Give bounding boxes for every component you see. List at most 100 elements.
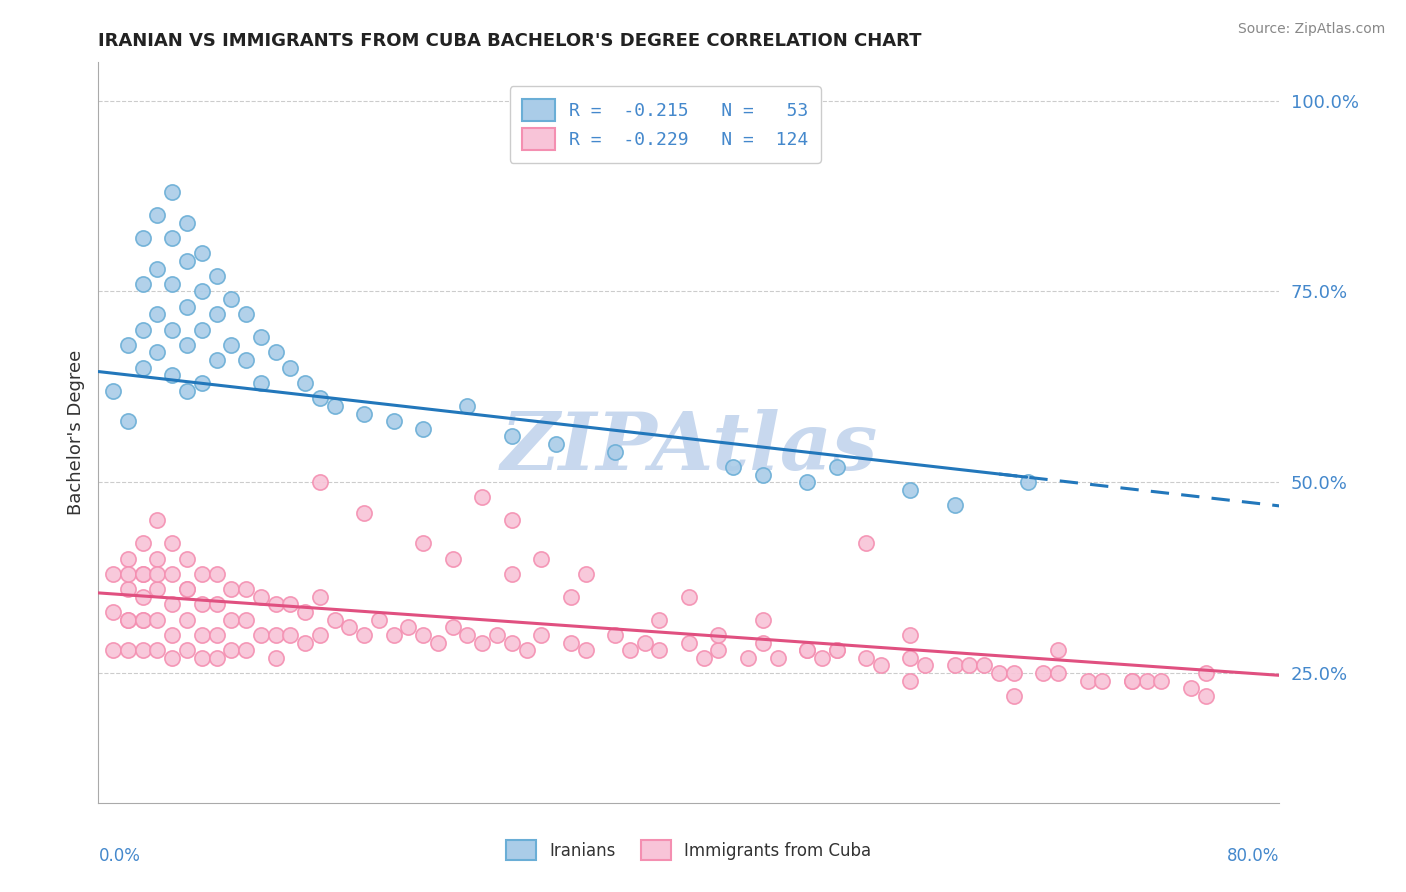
Point [280, 598, 302, 612]
Point [943, 498, 966, 512]
Point [294, 605, 316, 619]
Point [250, 590, 273, 604]
Point [605, 628, 627, 642]
Point [132, 277, 155, 291]
Point [162, 650, 183, 665]
Point [103, 643, 125, 657]
Point [176, 338, 198, 352]
Point [176, 582, 198, 596]
Point [723, 460, 745, 475]
Point [176, 643, 198, 657]
Point [162, 628, 183, 642]
Point [560, 590, 582, 604]
Point [117, 338, 139, 352]
Point [176, 384, 198, 398]
Point [117, 582, 139, 596]
Point [205, 628, 228, 642]
Point [191, 566, 214, 581]
Point [117, 613, 139, 627]
Point [176, 216, 198, 230]
Point [309, 590, 332, 604]
Point [870, 658, 893, 673]
Point [146, 582, 169, 596]
Point [132, 566, 155, 581]
Point [560, 635, 582, 649]
Point [221, 643, 243, 657]
Point [752, 613, 775, 627]
Point [486, 628, 509, 642]
Point [176, 253, 198, 268]
Point [693, 650, 716, 665]
Point [323, 399, 346, 413]
Point [382, 628, 405, 642]
Point [1121, 673, 1143, 688]
Text: ZIPAtlas: ZIPAtlas [501, 409, 877, 486]
Point [146, 551, 169, 566]
Point [162, 566, 183, 581]
Point [1091, 673, 1114, 688]
Point [546, 437, 568, 451]
Point [117, 551, 139, 566]
Point [191, 598, 214, 612]
Point [264, 345, 287, 359]
Point [648, 643, 671, 657]
Point [501, 513, 523, 527]
Point [516, 643, 538, 657]
Point [132, 322, 155, 336]
Point [707, 628, 730, 642]
Point [146, 643, 169, 657]
Point [235, 582, 257, 596]
Point [1077, 673, 1099, 688]
Point [162, 277, 183, 291]
Point [678, 635, 700, 649]
Point [191, 322, 214, 336]
Point [353, 628, 375, 642]
Point [132, 360, 155, 375]
Point [796, 643, 818, 657]
Point [412, 628, 434, 642]
Point [1195, 666, 1218, 681]
Text: Source: ZipAtlas.com: Source: ZipAtlas.com [1237, 22, 1385, 37]
Point [441, 620, 464, 634]
Point [1046, 666, 1070, 681]
Point [117, 414, 139, 428]
Point [103, 566, 125, 581]
Point [900, 650, 922, 665]
Point [900, 673, 922, 688]
Point [264, 650, 287, 665]
Point [353, 506, 375, 520]
Point [855, 536, 877, 550]
Point [471, 635, 494, 649]
Point [1046, 643, 1070, 657]
Point [176, 300, 198, 314]
Point [162, 368, 183, 383]
Point [205, 353, 228, 368]
Point [605, 444, 627, 458]
Point [1018, 475, 1040, 490]
Point [235, 307, 257, 321]
Point [205, 650, 228, 665]
Point [235, 643, 257, 657]
Point [176, 582, 198, 596]
Point [221, 613, 243, 627]
Point [810, 650, 832, 665]
Point [146, 566, 169, 581]
Point [162, 598, 183, 612]
Point [162, 185, 183, 199]
Point [412, 536, 434, 550]
Point [205, 269, 228, 284]
Point [294, 635, 316, 649]
Point [855, 650, 877, 665]
Point [176, 613, 198, 627]
Point [221, 582, 243, 596]
Point [280, 628, 302, 642]
Point [117, 566, 139, 581]
Point [132, 613, 155, 627]
Point [1136, 673, 1159, 688]
Point [146, 613, 169, 627]
Point [737, 650, 759, 665]
Point [309, 628, 332, 642]
Point [176, 551, 198, 566]
Point [162, 322, 183, 336]
Point [117, 613, 139, 627]
